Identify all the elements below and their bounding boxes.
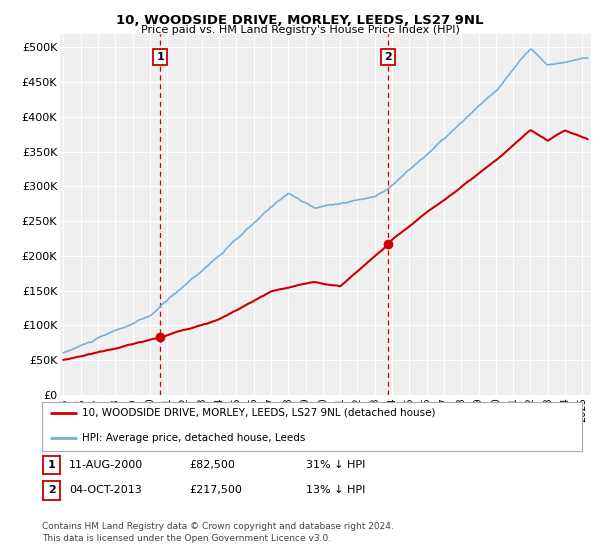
- Text: 2: 2: [48, 486, 55, 495]
- Text: 1: 1: [48, 460, 55, 470]
- Text: 10, WOODSIDE DRIVE, MORLEY, LEEDS, LS27 9NL: 10, WOODSIDE DRIVE, MORLEY, LEEDS, LS27 …: [116, 14, 484, 27]
- Text: 04-OCT-2013: 04-OCT-2013: [69, 486, 142, 495]
- Text: 11-AUG-2000: 11-AUG-2000: [69, 460, 143, 470]
- Text: 31% ↓ HPI: 31% ↓ HPI: [306, 460, 365, 470]
- Text: 13% ↓ HPI: 13% ↓ HPI: [306, 486, 365, 495]
- Text: 2: 2: [384, 52, 392, 62]
- Text: £217,500: £217,500: [189, 486, 242, 495]
- Text: 1: 1: [157, 52, 164, 62]
- Text: £82,500: £82,500: [189, 460, 235, 470]
- Text: Price paid vs. HM Land Registry's House Price Index (HPI): Price paid vs. HM Land Registry's House …: [140, 25, 460, 35]
- Text: 10, WOODSIDE DRIVE, MORLEY, LEEDS, LS27 9NL (detached house): 10, WOODSIDE DRIVE, MORLEY, LEEDS, LS27 …: [83, 408, 436, 418]
- Text: HPI: Average price, detached house, Leeds: HPI: Average price, detached house, Leed…: [83, 433, 306, 444]
- Text: Contains HM Land Registry data © Crown copyright and database right 2024.
This d: Contains HM Land Registry data © Crown c…: [42, 522, 394, 543]
